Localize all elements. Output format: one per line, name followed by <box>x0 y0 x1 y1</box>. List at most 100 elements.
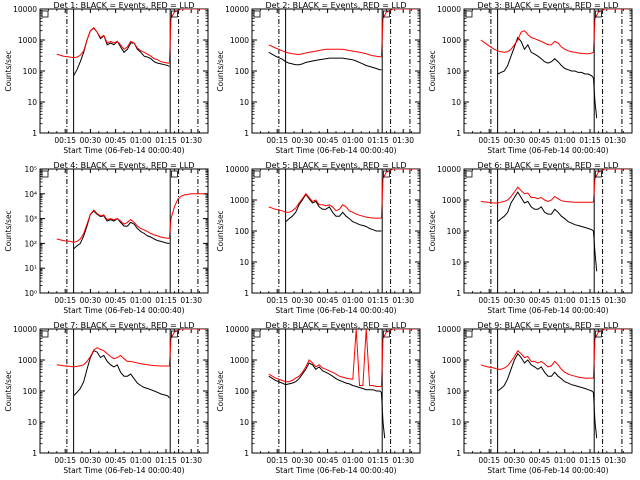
x-tick-label: 01:30 <box>604 296 626 305</box>
x-tick-label: 01:15 <box>155 136 177 145</box>
y-tick-label: 1000 <box>230 36 249 45</box>
panel-det-5: 1 10 100 1000 10000 00:15 00:30 00:45 01:00 01:15… <box>216 161 421 315</box>
corner-box <box>253 10 261 18</box>
x-axis-label: Start Time (06-Feb-14 00:00:40) <box>275 146 396 155</box>
y-tick-label: 10000 <box>225 165 249 174</box>
y-tick-label: 1000 <box>230 196 249 205</box>
y-tick-label: 10 <box>27 98 37 107</box>
y-tick-label: 10000 <box>225 325 249 334</box>
y-tick-label: 100 <box>235 67 250 76</box>
x-tick-label: 00:30 <box>80 296 102 305</box>
corner-box <box>41 170 49 178</box>
y-tick-label: 100 <box>447 227 462 236</box>
x-axis-label: Start Time (06-Feb-14 00:00:40) <box>487 306 608 315</box>
x-tick-label: 01:00 <box>130 456 152 465</box>
y-axis-label: Counts/sec <box>428 370 437 411</box>
panel-det-2: 1 10 100 1000 10000 00:15 00:30 00:45 01:00 01:15… <box>216 1 421 155</box>
series-line-events <box>268 51 382 71</box>
x-tick-label: 00:15 <box>266 296 288 305</box>
y-axis-label: Counts/sec <box>216 370 225 411</box>
series-line-lld <box>268 9 417 58</box>
x-tick-label: 00:45 <box>105 296 127 305</box>
corner-box <box>170 330 178 338</box>
x-tick-label: 01:15 <box>579 136 601 145</box>
series-line-lld <box>56 193 205 243</box>
series-line-lld <box>56 329 205 368</box>
x-tick-label: 01:30 <box>604 136 626 145</box>
x-tick-label: 00:45 <box>317 456 339 465</box>
y-tick-label: 1000 <box>230 356 249 365</box>
y-axis-label: Counts/sec <box>4 50 13 91</box>
x-tick-label: 00:30 <box>292 456 314 465</box>
corner-box <box>382 10 390 18</box>
series-line-lld <box>480 329 629 379</box>
panel-det-6: 1 10 100 1000 10000 00:15 00:30 00:45 01:00 01:15… <box>428 161 633 315</box>
x-tick-label: 01:15 <box>367 296 389 305</box>
x-tick-label: 00:15 <box>266 456 288 465</box>
x-tick-label: 01:30 <box>392 136 414 145</box>
panel-title: Det 2: BLACK = Events, RED = LLD <box>266 1 407 10</box>
panel-det-3: 1 10 100 1000 10000 00:15 00:30 00:45 01:00 01:15… <box>428 1 633 155</box>
x-tick-label: 01:15 <box>155 456 177 465</box>
y-tick-label: 10⁰ <box>24 289 37 298</box>
x-tick-label: 01:00 <box>342 136 364 145</box>
series-line-events <box>73 350 170 399</box>
y-tick-label: 10000 <box>13 325 37 334</box>
panel-det-7: 1 10 100 1000 10000 00:15 00:30 00:45 01:00 01:15… <box>4 321 209 475</box>
y-tick-label: 1 <box>244 289 249 298</box>
y-tick-label: 10 <box>451 258 461 267</box>
x-tick-label: 00:30 <box>80 136 102 145</box>
y-tick-label: 10 <box>239 98 249 107</box>
x-tick-label: 00:45 <box>529 136 551 145</box>
y-tick-label: 10 <box>451 98 461 107</box>
y-tick-label: 10 <box>27 418 37 427</box>
x-tick-label: 00:15 <box>54 456 76 465</box>
x-tick-label: 00:45 <box>317 136 339 145</box>
series-line-lld <box>268 169 417 219</box>
x-tick-label: 01:30 <box>604 456 626 465</box>
x-tick-label: 01:30 <box>392 296 414 305</box>
corner-box <box>253 170 261 178</box>
y-axis-label: Counts/sec <box>428 210 437 251</box>
x-tick-label: 01:30 <box>180 136 202 145</box>
y-tick-label: 1000 <box>18 36 37 45</box>
y-tick-label: 100 <box>235 227 250 236</box>
x-tick-label: 00:45 <box>105 456 127 465</box>
corner-box <box>595 170 602 178</box>
y-tick-label: 10¹ <box>24 264 37 273</box>
series-line-events <box>497 191 598 272</box>
corner-box <box>253 330 261 338</box>
series-line-lld <box>56 9 205 64</box>
y-tick-label: 10000 <box>437 5 461 14</box>
y-tick-label: 1000 <box>18 356 37 365</box>
y-tick-label: 10000 <box>225 5 249 14</box>
x-tick-label: 00:15 <box>478 296 500 305</box>
x-tick-label: 01:15 <box>579 296 601 305</box>
x-tick-label: 00:30 <box>504 456 526 465</box>
corner-box <box>382 170 390 178</box>
x-tick-label: 01:30 <box>180 296 202 305</box>
panel-det-9: 1 10 100 1000 10000 00:15 00:30 00:45 01:00 01:15… <box>428 321 633 475</box>
y-tick-label: 1000 <box>442 196 461 205</box>
x-tick-label: 01:15 <box>367 456 389 465</box>
y-tick-label: 100 <box>447 387 462 396</box>
y-tick-label: 1 <box>456 449 461 458</box>
series-line-events <box>285 193 382 232</box>
y-tick-label: 10 <box>451 418 461 427</box>
corner-box <box>465 170 473 178</box>
x-tick-label: 00:30 <box>292 296 314 305</box>
x-axis-label: Start Time (06-Feb-14 00:00:40) <box>487 466 608 475</box>
y-tick-label: 1 <box>456 129 461 138</box>
y-tick-label: 1000 <box>442 36 461 45</box>
x-tick-label: 00:30 <box>504 296 526 305</box>
y-tick-label: 1 <box>244 449 249 458</box>
y-axis-label: Counts/sec <box>4 370 13 411</box>
x-tick-label: 01:00 <box>342 456 364 465</box>
x-tick-label: 01:00 <box>554 456 576 465</box>
y-axis-label: Counts/sec <box>216 50 225 91</box>
y-tick-label: 1 <box>244 129 249 138</box>
x-tick-label: 00:45 <box>105 136 127 145</box>
